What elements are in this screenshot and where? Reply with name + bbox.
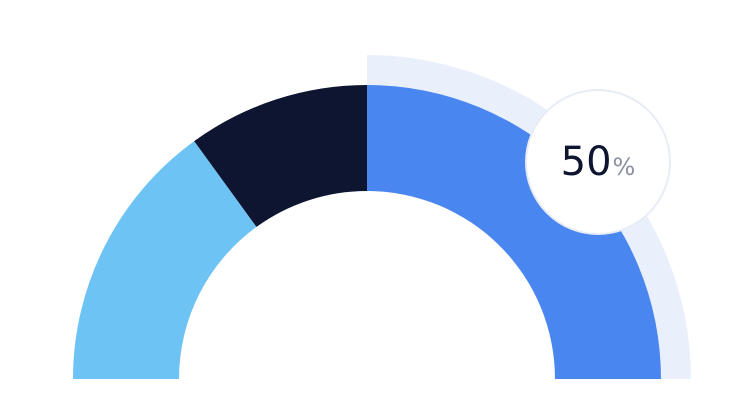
gauge-segment-3 — [367, 85, 661, 379]
gauge-unit: % — [612, 152, 636, 181]
gauge-value: 50 — [560, 139, 612, 185]
gauge-segment-1 — [73, 141, 257, 379]
gauge-segment-2 — [194, 85, 367, 227]
value-badge: 50% — [525, 89, 671, 235]
